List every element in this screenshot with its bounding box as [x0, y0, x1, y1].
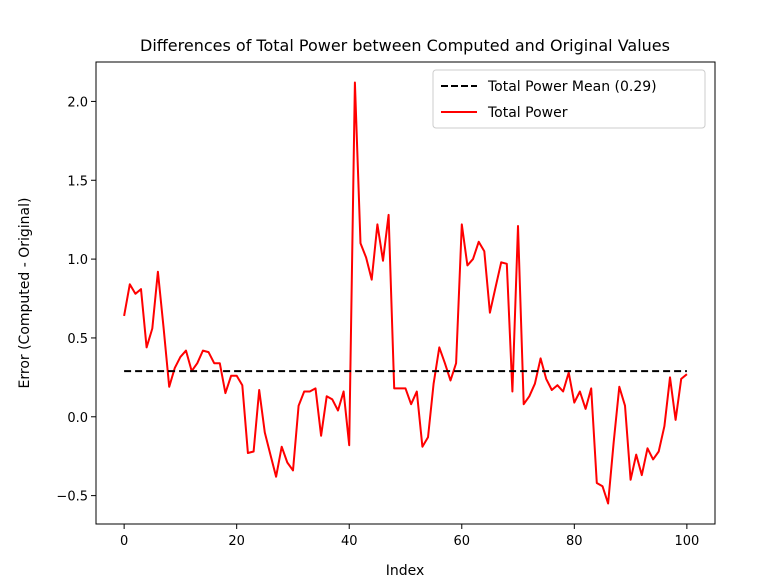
x-tick-label: 20	[228, 534, 245, 549]
x-axis: 0 20 40 60 80 100	[120, 524, 699, 549]
legend-total-power-label: Total Power	[487, 105, 568, 121]
x-tick-label: 60	[453, 534, 470, 549]
x-axis-title: Index	[386, 563, 425, 579]
plot-frame	[95, 61, 716, 525]
chart-title: Differences of Total Power between Compu…	[140, 36, 670, 55]
y-tick-label: 1.5	[67, 174, 88, 189]
x-tick-label: 80	[566, 534, 583, 549]
y-axis-title: Error (Computed - Original)	[17, 198, 33, 389]
x-tick-label: 100	[674, 534, 699, 549]
y-tick-label: −0.5	[56, 490, 88, 505]
y-tick-label: 1.0	[67, 253, 88, 268]
y-tick-label: 2.0	[67, 95, 88, 110]
x-tick-label: 0	[120, 534, 128, 549]
legend-box	[432, 69, 706, 129]
total-power-line	[123, 81, 688, 505]
y-axis: −0.5 0.0 0.5 1.0 1.5 2.0	[56, 95, 96, 505]
legend-mean-label: Total Power Mean (0.29)	[487, 79, 657, 95]
legend: Total Power Mean (0.29) Total Power	[432, 69, 706, 129]
plot-area	[123, 81, 688, 505]
y-tick-label: 0.0	[67, 411, 88, 426]
x-tick-label: 40	[341, 534, 358, 549]
y-tick-label: 0.5	[67, 332, 88, 347]
